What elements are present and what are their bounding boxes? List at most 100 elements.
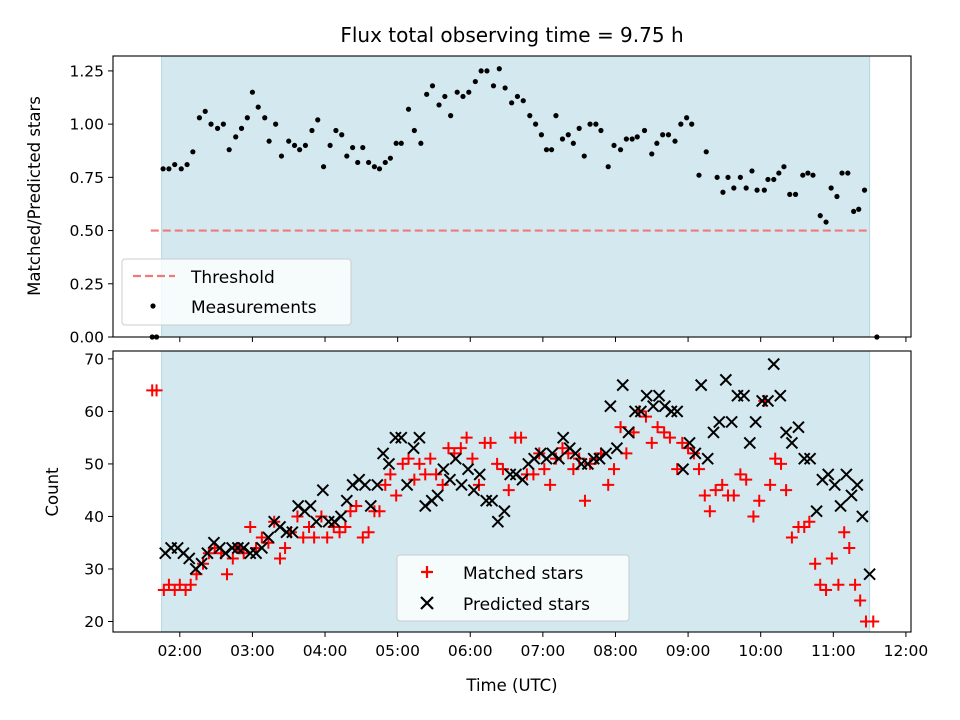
measurement-point <box>424 91 430 97</box>
ratio-legend: Threshold Measurements <box>121 258 352 326</box>
matched-star-point <box>173 578 186 591</box>
predicted-star-point <box>785 436 799 450</box>
predicted-star-point <box>701 452 714 465</box>
matched-star-point <box>150 384 163 397</box>
predicted-star-point <box>767 357 780 371</box>
measurement-point <box>543 147 550 153</box>
measurement-point <box>743 185 749 191</box>
predicted-star-point <box>792 420 805 434</box>
predicted-star-point <box>195 557 208 570</box>
ratio-y-label: Matched/Predicted stars <box>25 96 44 296</box>
matched-star-point <box>430 468 443 481</box>
matched-star-point <box>491 457 504 470</box>
measurement-point <box>629 136 635 142</box>
x-tick-label: 02:00 <box>157 642 202 660</box>
measurement-point <box>565 132 571 138</box>
predicted-star-point <box>340 494 354 507</box>
measurement-point <box>587 121 593 127</box>
matched-star-point <box>671 463 684 476</box>
measurement-point <box>617 147 624 153</box>
matched-star-point <box>698 489 711 502</box>
predicted-star-point <box>798 452 811 465</box>
matched-star-point <box>814 578 827 591</box>
y-tick-label: 0.50 <box>69 222 104 240</box>
predicted-star-point <box>280 525 293 539</box>
measurement-point <box>297 147 303 153</box>
matched-star-point <box>442 442 455 455</box>
matched-star-point <box>867 615 880 628</box>
measurement-point <box>559 136 566 142</box>
measurement-point <box>641 127 648 134</box>
matched-star-point <box>849 578 862 591</box>
measurement-point <box>678 121 684 127</box>
matched-star-point <box>809 557 822 570</box>
measurement-point <box>178 166 184 172</box>
ratio-x-axis <box>179 337 907 342</box>
measurement-point <box>598 127 604 134</box>
predicted-star-point <box>610 441 624 455</box>
matched-star-point <box>769 452 782 465</box>
predicted-star-point <box>389 431 402 444</box>
predicted-star-point <box>382 457 396 471</box>
predicted-star-point <box>803 452 817 465</box>
matched-star-point <box>454 442 467 455</box>
matched-star-point <box>339 520 352 533</box>
predicted-star-point <box>322 515 335 528</box>
matched-star-point <box>419 468 432 481</box>
predicted-star-point <box>743 436 757 450</box>
matched-star-point <box>775 457 788 470</box>
matched-star-point <box>676 436 689 449</box>
matched-star-point <box>544 478 557 491</box>
matched-star-point <box>515 431 528 444</box>
predicted-star-point <box>845 489 858 502</box>
predicted-star-point <box>231 541 245 555</box>
measurement-point <box>244 115 250 121</box>
predicted-star-point <box>622 426 635 439</box>
measurement-point <box>649 151 655 157</box>
matched-star-point <box>838 526 851 539</box>
matched-star-point <box>645 436 658 449</box>
predicted-star-point <box>286 525 299 539</box>
measurement-point <box>817 213 823 219</box>
predicted-star-point <box>262 531 275 544</box>
measurement-point <box>238 125 245 131</box>
predicted-star-point <box>628 405 642 418</box>
predicted-star-point <box>485 494 499 507</box>
measurement-point <box>315 117 321 123</box>
y-tick-label: 50 <box>84 455 104 473</box>
measurement-point <box>365 159 372 166</box>
measurement-point <box>429 83 436 89</box>
predicted-star-point <box>616 378 629 392</box>
predicted-star-point <box>737 389 751 402</box>
measurement-point <box>208 121 214 127</box>
matched-star-point <box>651 421 664 434</box>
predicted-star-point <box>376 447 390 460</box>
measurement-point <box>787 191 793 197</box>
matched-star-point <box>460 431 473 444</box>
measurement-point <box>823 219 829 225</box>
matched-star-point <box>168 583 181 596</box>
matched-star-point <box>184 578 197 591</box>
matched-star-point <box>303 520 316 533</box>
y-tick-label: 30 <box>84 560 104 578</box>
predicted-star-point <box>719 373 733 387</box>
predicted-star-point <box>503 468 517 481</box>
predicted-star-point <box>255 541 269 555</box>
predicted-star-point <box>310 515 323 528</box>
measurement-point <box>333 127 339 134</box>
matched-star-point <box>356 531 369 544</box>
measurement-point <box>828 185 834 191</box>
matched-star-point <box>202 547 215 560</box>
matched-star-point <box>333 526 346 539</box>
matched-star-point <box>396 457 409 470</box>
predicted-star-point <box>437 462 450 476</box>
predicted-star-point <box>707 426 720 439</box>
predicted-star-point <box>822 468 835 481</box>
measurement-point <box>418 140 424 146</box>
ratio-axes-frame <box>112 55 912 338</box>
measurement-point <box>684 115 690 121</box>
legend-predicted-label: Predicted stars <box>463 595 590 615</box>
measurement-point <box>202 108 208 114</box>
measurement-point <box>576 125 582 131</box>
